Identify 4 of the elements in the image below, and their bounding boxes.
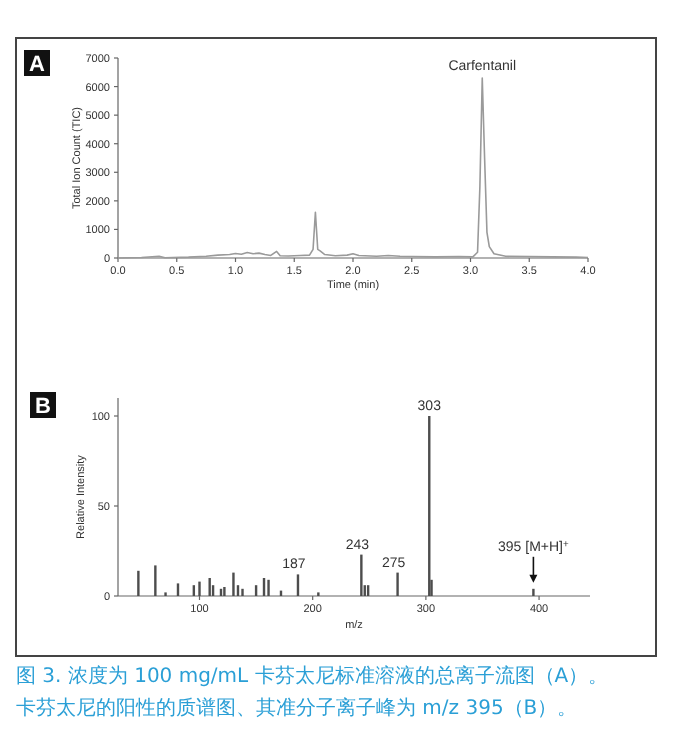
chart-title: A	[29, 53, 46, 77]
text: 卡芬太尼的阳性的质谱图、其准分子离子峰为 m/z 395（B）。	[16, 698, 578, 720]
caption: 图 3. 浓度为 100 mg/mL 卡芬太尼标准溶液的总离子流图（A）。	[16, 666, 609, 688]
chart-title: B	[35, 395, 52, 419]
